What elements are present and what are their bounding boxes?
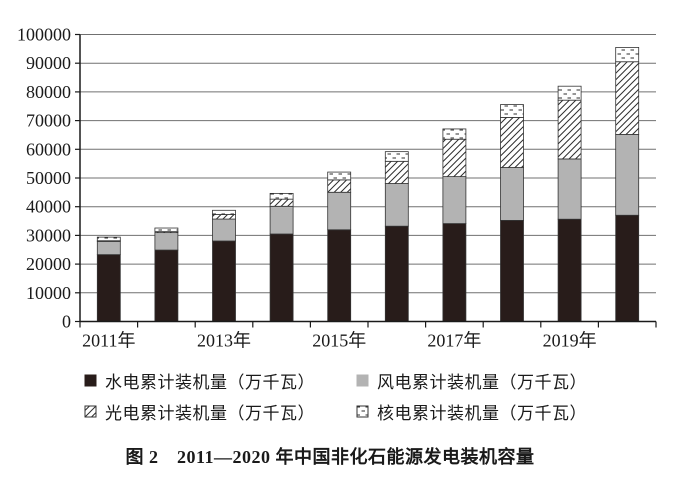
- bar-segment-dots: [270, 193, 294, 200]
- bar-segment-dots: [500, 104, 524, 118]
- legend-label-nuclear: 核电累计装机量（万千瓦）: [377, 404, 587, 423]
- y-axis-tick-label: 40000: [26, 197, 71, 217]
- bar-segment-hatch: [385, 161, 409, 184]
- bar-2019年: [557, 85, 582, 322]
- y-axis-tick-label: 60000: [26, 139, 71, 159]
- bar-segment: [500, 167, 524, 221]
- bar-segment-hatch: [615, 61, 639, 135]
- axes: [79, 34, 657, 328]
- bar-2014年: [269, 192, 294, 322]
- x-axis-tick-label: 2011年: [82, 331, 135, 351]
- bar-segment: [212, 241, 236, 322]
- bar-segment-hatch: [442, 139, 466, 177]
- bar-segment-dots: [97, 237, 121, 241]
- bar-segment-dots: [212, 210, 236, 215]
- bar-segment-dots: [327, 172, 351, 180]
- y-axis-tick-label: 0: [62, 312, 71, 332]
- bar-2020年: [615, 47, 640, 322]
- legend: 水电累计装机量（万千瓦） 风电累计装机量（万千瓦） 光电累计装机量（万千瓦） 核…: [84, 368, 587, 424]
- bar-segment-outline: [327, 171, 352, 181]
- y-axis-tick-label: 90000: [26, 53, 71, 73]
- y-axis-labels: 0 10000 20000 30000 40000 50000 60000 70000 8000…: [17, 25, 71, 332]
- legend-item-solar: 光电累计装机量（万千瓦）: [84, 399, 356, 424]
- bar-segment: [385, 226, 409, 322]
- bar-segment: [615, 134, 639, 216]
- legend-label-wind: 风电累计装机量（万千瓦）: [377, 373, 587, 392]
- x-axis-tick-label: 2017年: [427, 331, 481, 351]
- legend-label-hydro: 水电累计装机量（万千瓦）: [105, 373, 315, 392]
- bar-segment: [154, 232, 178, 251]
- x-axis-tick-label: 2015年: [312, 331, 366, 351]
- bar-segment-dots: [442, 128, 466, 140]
- bar-2011年: [96, 236, 121, 322]
- bar-segment: [442, 176, 466, 224]
- figure-caption: 图 2 2011—2020 年中国非化石能源发电装机容量: [125, 447, 535, 467]
- bar-segment-hatch: [558, 100, 582, 159]
- y-axis-tick-label: 30000: [26, 225, 71, 245]
- y-axis-tick-label: 50000: [26, 168, 71, 188]
- bar-2013年: [212, 209, 236, 322]
- nuclear-dots-swatch-icon: [356, 405, 369, 418]
- bar-2016年: [384, 151, 409, 322]
- bar-segment-outline: [96, 236, 121, 242]
- bar-segment: [500, 220, 524, 322]
- bar-segment: [97, 241, 121, 255]
- y-axis-tick-label: 70000: [26, 111, 71, 131]
- stacked-bar-chart: 0 10000 20000 30000 40000 50000 60000 70000 8000…: [17, 25, 657, 351]
- bar-segment-dots: [615, 47, 639, 62]
- legend-label-solar: 光电累计装机量（万千瓦）: [105, 404, 315, 423]
- x-axis-tick-label: 2013年: [197, 331, 251, 351]
- bar-2018年: [500, 104, 524, 322]
- legend-item-nuclear: 核电累计装机量（万千瓦）: [356, 399, 587, 424]
- bar-segment: [270, 234, 294, 322]
- x-axis-labels: 2011年 2013年 2015年 2017年 2019年: [82, 331, 596, 351]
- x-axis-tick-label: 2019年: [543, 331, 597, 351]
- bar-segment: [154, 250, 178, 322]
- y-axis-tick-label: 80000: [26, 82, 71, 102]
- bar-segment: [212, 219, 236, 242]
- hydro-solid-swatch-icon: [84, 374, 97, 387]
- bar-segment: [270, 206, 294, 235]
- legend-item-hydro: 水电累计装机量（万千瓦）: [84, 368, 356, 393]
- bar-segment-outline: [442, 128, 467, 140]
- bar-segment: [558, 219, 582, 322]
- bar-segment-hatch: [500, 117, 524, 168]
- legend-item-wind: 风电累计装机量（万千瓦）: [356, 368, 587, 393]
- y-axis-tick-label: 20000: [26, 254, 71, 274]
- bar-2017年: [442, 128, 467, 322]
- wind-gray-swatch-icon: [356, 374, 369, 387]
- bar-segment-hatch: [154, 231, 178, 233]
- bar-2015年: [327, 171, 352, 322]
- bar-segment: [385, 183, 409, 227]
- bar-segment-outline: [269, 192, 294, 200]
- bar-segment-dots: [558, 86, 582, 101]
- bar-segment: [327, 229, 351, 322]
- y-axis-tick-label: 100000: [17, 25, 71, 45]
- bar-segment-outline: [212, 209, 236, 215]
- bar-segment-outline: [500, 104, 524, 118]
- bar-series: [96, 47, 640, 322]
- bar-segment-hatch: [327, 179, 351, 193]
- solar-hatch-swatch-icon: [84, 405, 97, 418]
- bar-segment: [97, 254, 121, 322]
- bar-segment-outline: [557, 85, 582, 101]
- y-axis-tick-label: 10000: [26, 283, 71, 303]
- bar-segment-outline: [384, 151, 409, 162]
- bar-segment: [558, 158, 582, 220]
- bar-segment-dots: [154, 228, 178, 232]
- bar-segment-outline: [154, 227, 179, 233]
- bar-segment-outline: [615, 47, 640, 63]
- bar-2012年: [154, 227, 179, 322]
- bar-segment: [327, 192, 351, 230]
- bar-segment-dots: [385, 151, 409, 162]
- bar-segment-hatch: [212, 214, 236, 220]
- bar-segment-hatch: [270, 199, 294, 207]
- bar-segment: [442, 223, 466, 322]
- bar-segment: [615, 215, 639, 322]
